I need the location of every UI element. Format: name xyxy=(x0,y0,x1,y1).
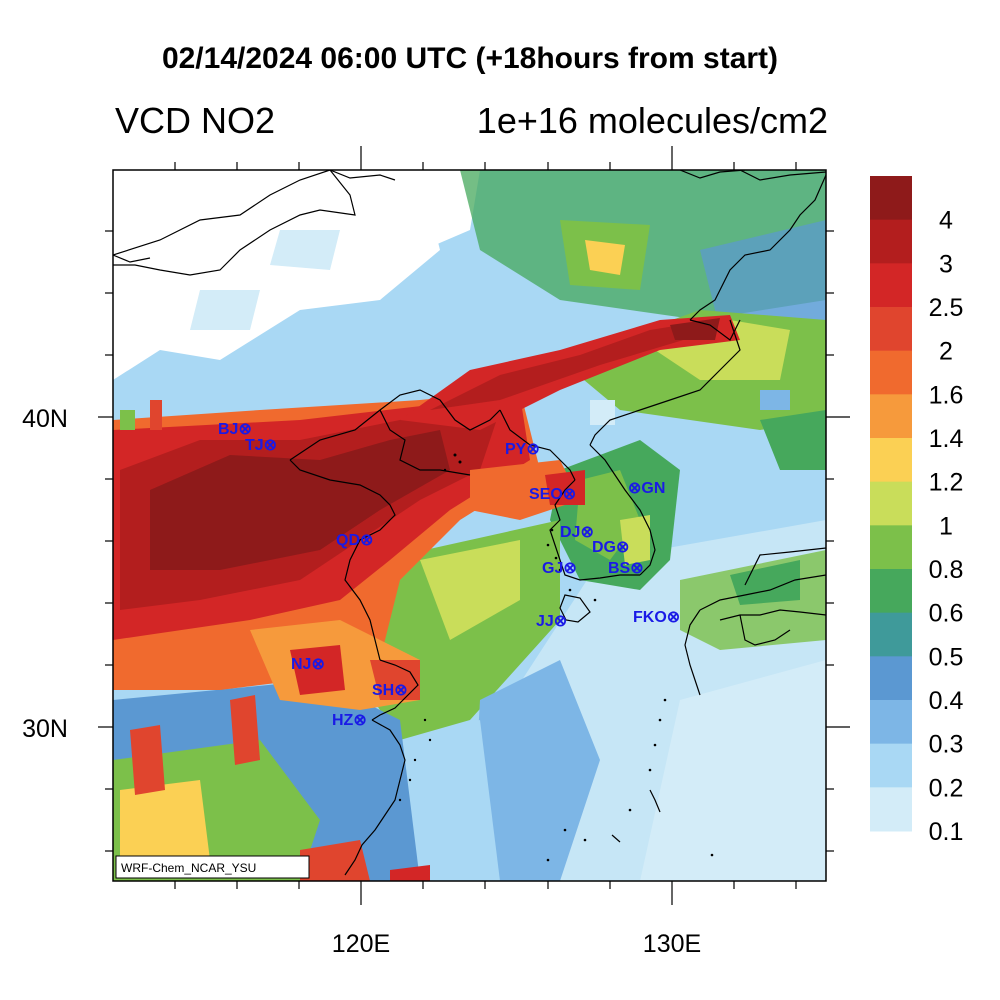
colorbar-label: 2 xyxy=(939,338,953,366)
colorbar-swatch xyxy=(870,787,912,832)
colorbar-swatch xyxy=(870,176,912,221)
colorbar-label: 0.8 xyxy=(929,556,964,584)
units-label: 1e+16 molecules/cm2 xyxy=(476,100,828,141)
colorbar-swatch xyxy=(870,219,912,264)
map-frame xyxy=(112,169,827,882)
colorbar-label: 0.4 xyxy=(929,687,964,715)
city-dg: DG⊗ xyxy=(592,539,629,556)
colorbar-label: 2.5 xyxy=(929,294,964,322)
colorbar-label: 0.3 xyxy=(929,731,964,759)
city-gj: GJ⊗ xyxy=(542,560,577,577)
colorbar-label: 1.2 xyxy=(929,469,964,497)
colorbar-swatch xyxy=(870,350,912,395)
plot-title: 02/14/2024 06:00 UTC (+18hours from star… xyxy=(161,42,779,75)
colorbar-swatch xyxy=(870,656,912,701)
colorbar-label: 0.6 xyxy=(929,600,964,628)
colorbar-label: 1.4 xyxy=(929,425,964,453)
city-jj: JJ⊗ xyxy=(536,613,567,630)
city-bj: BJ⊗ xyxy=(218,421,252,438)
city-dj: DJ⊗ xyxy=(560,524,594,541)
colorbar-swatch xyxy=(870,525,912,570)
city-tj: TJ⊗ xyxy=(245,437,277,454)
colorbar-swatch xyxy=(870,307,912,352)
city-labels: BJ⊗ TJ⊗ PY⊗ SEO⊗ ⊗GN QD⊗ DJ⊗ DG⊗ GJ⊗ BS⊗… xyxy=(218,421,680,729)
colorbar-label: 1.6 xyxy=(929,381,964,409)
city-qd: QD⊗ xyxy=(336,532,373,549)
colorbar-label: 0.2 xyxy=(929,774,964,802)
colorbar-swatch xyxy=(870,569,912,614)
colorbar-swatch xyxy=(870,612,912,657)
colorbar-swatch xyxy=(870,263,912,308)
credit-box xyxy=(115,855,310,879)
city-nj: NJ⊗ xyxy=(291,656,325,673)
colorbar-label: 3 xyxy=(939,250,953,278)
lat-label-40n: 40N xyxy=(22,405,68,433)
axis-ticks xyxy=(98,146,850,905)
colorbar-swatch xyxy=(870,743,912,788)
colorbar-label: 0.1 xyxy=(929,818,964,846)
colorbar-swatch xyxy=(870,438,912,483)
coastlines xyxy=(113,170,826,876)
city-py: PY⊗ xyxy=(505,441,540,458)
colorbar-swatch xyxy=(870,481,912,526)
colorbar-swatch xyxy=(870,394,912,439)
colorbar-label: 4 xyxy=(939,207,953,235)
colorbar-swatch xyxy=(870,700,912,745)
island-dots xyxy=(398,453,714,862)
city-seo: SEO⊗ xyxy=(529,486,576,503)
colorbar-label: 0.5 xyxy=(929,643,964,671)
no2-field xyxy=(113,170,826,881)
colorbar-label: 1 xyxy=(939,512,953,540)
city-hz: HZ⊗ xyxy=(332,712,367,729)
lon-label-120e: 120E xyxy=(332,930,390,958)
city-fko: FKO⊗ xyxy=(633,609,680,626)
lon-label-130e: 130E xyxy=(643,930,701,958)
lat-label-30n: 30N xyxy=(22,715,68,743)
city-gn: ⊗GN xyxy=(628,480,665,497)
variable-name: VCD NO2 xyxy=(115,100,276,141)
city-bs: BS⊗ xyxy=(608,560,644,577)
model-credit: WRF-Chem_NCAR_YSU xyxy=(121,861,256,875)
colorbar: 4 3 2.5 2 1.6 1.4 1.2 1 0.8 0.6 0.5 0.4 0.3 0.2 0.1 xyxy=(870,176,963,846)
city-sh: SH⊗ xyxy=(372,682,408,699)
